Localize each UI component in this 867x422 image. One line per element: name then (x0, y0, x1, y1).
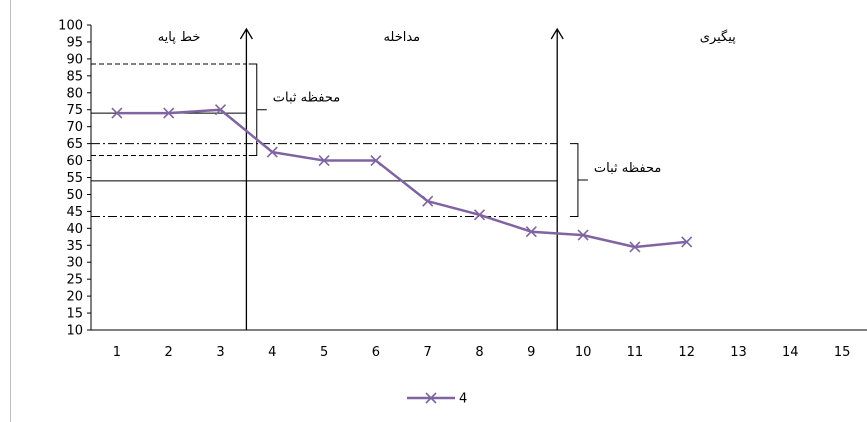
marker-stroke (629, 241, 641, 253)
x-tick-label: 12 (678, 345, 695, 360)
y-tick-label: 20 (66, 290, 83, 305)
x-tick-label: 3 (216, 345, 224, 360)
y-tick-label: 95 (66, 35, 83, 50)
y-tick-label: 90 (66, 52, 83, 67)
y-tick-label: 55 (66, 171, 83, 186)
marker-stroke (422, 195, 434, 207)
marker-stroke (681, 236, 693, 248)
y-tick-label: 85 (66, 69, 83, 84)
data-point-marker (370, 154, 382, 167)
data-point-marker (214, 104, 227, 116)
data-point-marker (681, 236, 693, 248)
y-tick-label: 100 (58, 19, 83, 34)
legend: 4 (407, 392, 467, 407)
data-point-marker (318, 154, 330, 167)
chart-frame: 10 15 20 25 30 35 40 45 50 55 60 65 70 75 80 85 90 95 100 1… (10, 0, 867, 422)
legend-marker (425, 392, 437, 404)
x-tick-label: 5 (320, 345, 328, 360)
series-line (116, 108, 687, 249)
marker-stroke (266, 146, 278, 158)
x-tick-label: 9 (527, 345, 535, 360)
y-tick-label: 70 (66, 120, 83, 135)
y-tick-label: 45 (66, 205, 83, 220)
phase-arrow-icon (550, 27, 564, 40)
y-tick-label: 35 (66, 239, 83, 254)
y-tick-label: 75 (66, 103, 83, 118)
y-tick-label: 60 (66, 154, 83, 169)
phase-label: پیگیری (700, 29, 736, 45)
reference-lines (91, 63, 558, 217)
data-point-marker (525, 226, 537, 238)
phase-label: خط پایه (158, 30, 201, 45)
y-tick-label: 25 (66, 273, 83, 288)
y-tick-label: 30 (66, 256, 83, 271)
data-point-marker (473, 209, 486, 221)
marker-stroke (163, 107, 175, 119)
x-tick-label: 14 (782, 345, 799, 360)
stability-label: محفظه ثبات (594, 161, 661, 176)
marker-stroke (318, 154, 330, 167)
data-point-marker (577, 229, 589, 241)
y-tick-label: 40 (66, 222, 83, 237)
marker-stroke (577, 229, 589, 241)
x-tick-label: 1 (113, 345, 121, 360)
y-tick-label: 65 (66, 137, 83, 152)
marker-stroke (370, 154, 382, 167)
phase-arrow-icon (239, 27, 253, 40)
line-chart: 1015202530354045505560657075808590951001… (58, 19, 867, 407)
axes: 1015202530354045505560657075808590951001… (58, 19, 867, 360)
stability-label: محفظه ثبات (273, 91, 340, 106)
x-tick-label: 4 (268, 345, 276, 360)
phase-labels: خط پایه مداخله پیگیری (158, 29, 736, 45)
data-point-marker (111, 107, 123, 119)
stability-bracket (569, 143, 588, 217)
stability-envelopes: محفظه ثبات محفظه ثبات (248, 63, 661, 217)
marker-stroke (111, 107, 123, 119)
x-tick-label: 10 (575, 345, 592, 360)
phase-label: مداخله (383, 30, 420, 45)
x-tick-label: 11 (627, 345, 644, 360)
data-point-marker (629, 241, 641, 253)
x-tick-label: 8 (475, 345, 483, 360)
stability-bracket (248, 63, 267, 156)
y-tick-label: 10 (66, 324, 83, 339)
data-point-marker (422, 195, 434, 207)
data-series (111, 104, 693, 253)
marker-stroke (473, 209, 486, 221)
data-point-marker (163, 107, 175, 119)
x-tick-label: 6 (372, 345, 380, 360)
x-tick-label: 15 (834, 345, 851, 360)
y-tick-label: 80 (66, 86, 83, 101)
y-tick-label: 50 (66, 188, 83, 203)
marker-stroke (214, 104, 227, 116)
data-point-marker (266, 146, 278, 158)
x-tick-label: 13 (730, 345, 747, 360)
x-tick-label: 7 (424, 345, 432, 360)
legend-label: 4 (459, 392, 467, 407)
y-tick-label: 15 (66, 307, 83, 322)
phase-change-lines (239, 27, 564, 330)
marker-stroke (525, 226, 537, 238)
x-tick-label: 2 (165, 345, 173, 360)
